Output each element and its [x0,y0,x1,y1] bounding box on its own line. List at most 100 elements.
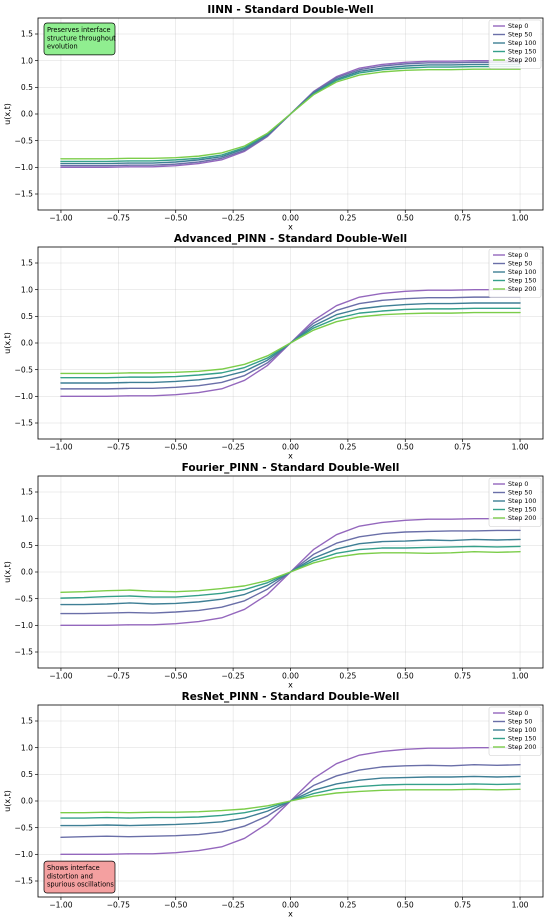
y-axis-label: u(x,t) [3,561,12,583]
legend-label: Step 50 [508,32,532,39]
y-tick-label: 0.0 [21,339,33,348]
legend-label: Step 100 [508,498,536,505]
x-tick-label: 1.00 [512,214,529,223]
x-tick-label: −0.50 [164,443,187,452]
legend-label: Step 100 [508,269,536,276]
x-tick-label: 1.00 [512,901,529,910]
annotation-text: Shows interface [47,864,100,872]
x-tick-label: 0.75 [454,901,471,910]
x-tick-label: 0.25 [339,901,356,910]
y-tick-label: 0.5 [21,770,33,779]
x-tick-label: −0.50 [164,214,187,223]
annotation-text: structure throughout [47,34,116,42]
series-line-step-200 [60,311,521,375]
y-tick-label: 1.5 [21,488,33,497]
y-tick-label: −1.0 [15,392,34,401]
annotation-text: evolution [47,43,78,51]
x-tick-label: −0.25 [221,214,244,223]
legend-label: Step 0 [508,481,528,488]
y-tick-label: 1.5 [21,259,33,268]
legend-label: Step 150 [508,49,536,56]
y-axis-label: u(x,t) [3,332,12,354]
y-tick-label: 1.0 [21,743,33,752]
legend-label: Step 200 [508,515,536,522]
x-tick-label: 0.00 [282,443,299,452]
legend-label: Step 50 [508,719,532,726]
annotation-text: Preserves interface [47,26,111,34]
y-tick-label: 1.5 [21,717,33,726]
x-tick-label: 0.50 [397,214,414,223]
x-axis-label: x [288,681,293,690]
y-tick-label: 0.5 [21,83,33,92]
legend-box [488,477,542,527]
x-tick-label: −0.75 [107,672,130,681]
chart-panel-1: Advanced_PINN - Standard Double-Well −1.0… [3,233,544,461]
y-tick-label: 1.0 [21,56,33,65]
legend-label: Step 100 [508,40,536,47]
legend-label: Step 0 [508,23,528,30]
y-axis-label: u(x,t) [3,790,12,812]
y-tick-label: −1.0 [15,163,34,172]
x-tick-label: −1.00 [49,443,72,452]
y-tick-label: −1.5 [15,648,34,657]
y-tick-label: 1.0 [21,285,33,294]
y-tick-label: −1.5 [15,190,34,199]
chart-title: Fourier_PINN - Standard Double-Well [182,462,400,474]
y-tick-label: −0.5 [15,594,34,603]
x-tick-label: 0.50 [397,672,414,681]
legend-label: Step 100 [508,727,536,734]
x-tick-label: −1.00 [49,672,72,681]
x-tick-label: −0.75 [107,214,130,223]
x-tick-label: 0.25 [339,672,356,681]
legend-label: Step 200 [508,286,536,293]
y-tick-label: −1.5 [15,877,34,886]
x-tick-label: 0.25 [339,214,356,223]
series-line-step-200 [60,788,521,814]
y-tick-label: 0.0 [21,568,33,577]
legend-label: Step 200 [508,57,536,64]
series-line-step-200 [60,68,521,160]
x-tick-label: 1.00 [512,672,529,681]
legend-box [488,248,542,298]
x-tick-label: −0.25 [221,443,244,452]
legend-label: Step 200 [508,744,536,751]
x-tick-label: −0.25 [221,672,244,681]
chart-title: ResNet_PINN - Standard Double-Well [182,691,400,703]
legend-label: Step 150 [508,278,536,285]
legend-box [488,706,542,756]
y-tick-label: −0.5 [15,365,34,374]
y-tick-label: 1.5 [21,30,33,39]
y-tick-label: −0.5 [15,136,34,145]
x-tick-label: 0.00 [282,901,299,910]
x-tick-label: −0.25 [221,901,244,910]
chart-title: IINN - Standard Double-Well [207,4,373,16]
legend-label: Step 50 [508,490,532,497]
legend-label: Step 0 [508,710,528,717]
x-tick-label: 1.00 [512,443,529,452]
x-tick-label: −0.75 [107,901,130,910]
legend-label: Step 0 [508,252,528,259]
y-tick-label: 0.0 [21,797,33,806]
series-line-step-200 [60,551,521,593]
x-axis-label: x [288,223,293,232]
x-tick-label: 0.50 [397,901,414,910]
legend-label: Step 150 [508,736,536,743]
y-axis-label: u(x,t) [3,103,12,125]
x-tick-label: 0.75 [454,214,471,223]
x-tick-label: −1.00 [49,214,72,223]
annotation-box [43,860,116,894]
legend-box [488,19,542,69]
x-tick-label: −1.00 [49,901,72,910]
x-tick-label: 0.50 [397,443,414,452]
y-tick-label: −1.5 [15,419,34,428]
chart-panel-3: ResNet_PINN - Standard Double-Well −1.00 −… [3,691,544,919]
x-tick-label: 0.75 [454,443,471,452]
annotation-text: distortion and [47,872,93,880]
